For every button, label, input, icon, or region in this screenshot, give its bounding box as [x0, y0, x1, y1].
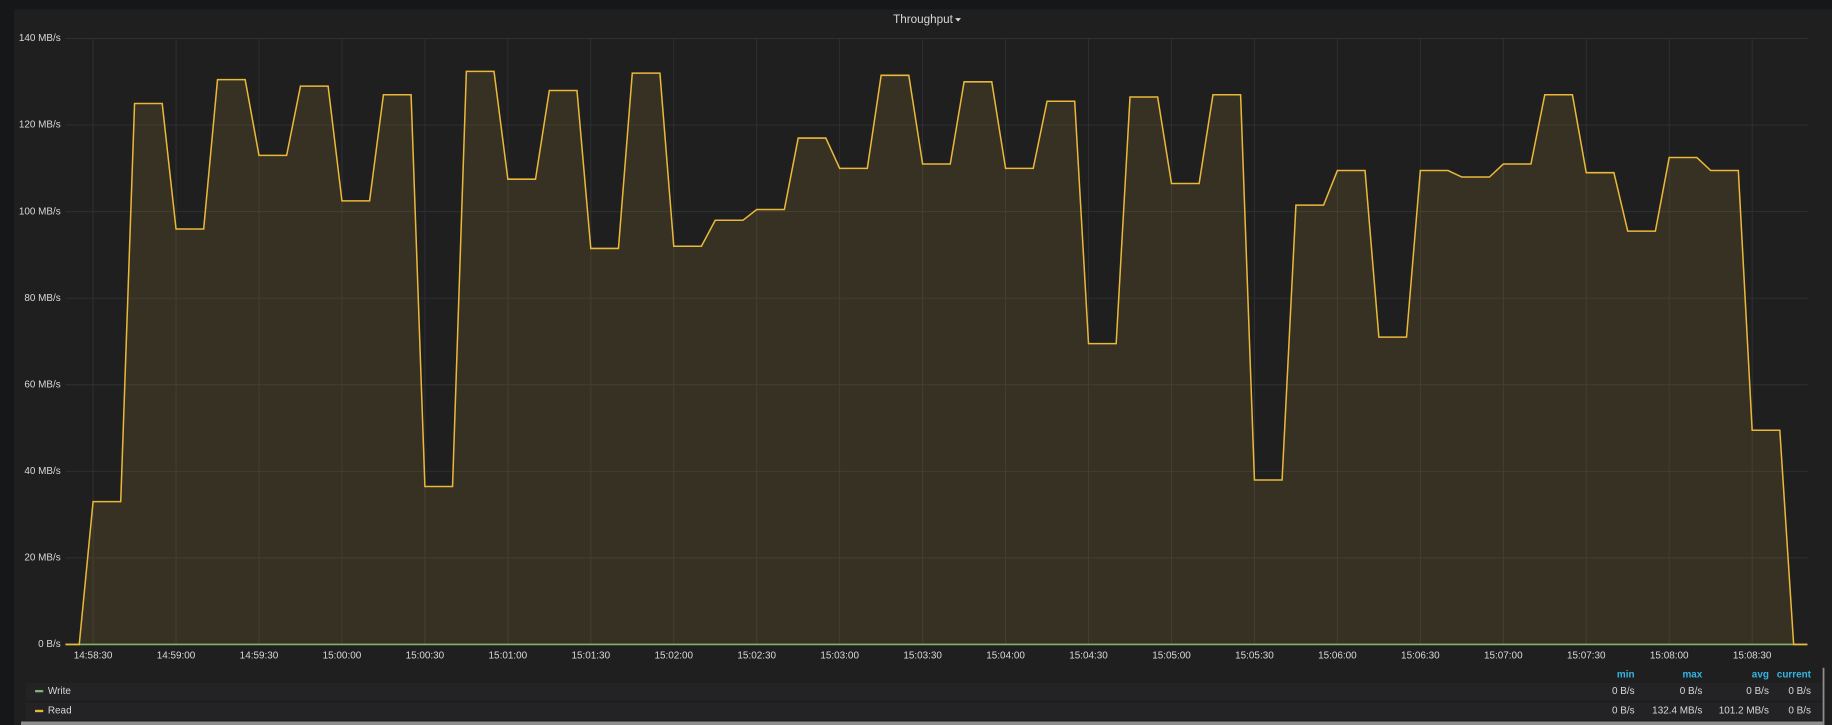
y-tick-label: 100 MB/s	[19, 206, 61, 217]
legend-entry[interactable]: Write	[48, 686, 71, 697]
title-caret[interactable]	[955, 18, 961, 22]
x-tick-label: 15:02:00	[654, 651, 693, 662]
x-tick-label: 15:00:00	[323, 651, 362, 662]
x-tick-label: 14:58:30	[74, 651, 113, 662]
legend-column-header: avg	[1752, 669, 1769, 680]
x-tick-label: 14:59:00	[157, 651, 196, 662]
y-tick-label: 140 MB/s	[19, 33, 61, 44]
y-tick-label: 40 MB/s	[24, 466, 60, 477]
legend-column-header: current	[1777, 669, 1812, 680]
scrollbar[interactable]	[21, 721, 1823, 725]
legend-stat: 101.2 MB/s	[1719, 706, 1769, 717]
legend-row-bg	[25, 702, 1823, 721]
y-tick-label: 0 B/s	[38, 639, 61, 650]
x-tick-label: 14:59:30	[240, 651, 279, 662]
panel-title[interactable]: Throughput	[893, 13, 953, 26]
x-tick-label: 15:08:00	[1650, 651, 1689, 662]
x-tick-label: 15:08:30	[1733, 651, 1772, 662]
x-tick-label: 15:02:30	[737, 651, 776, 662]
x-tick-label: 15:01:30	[572, 651, 611, 662]
legend-stat: 0 B/s	[1612, 686, 1635, 697]
legend-row-bg	[25, 682, 1823, 701]
area-fill	[65, 71, 1808, 645]
y-tick-label: 80 MB/s	[24, 293, 60, 304]
legend-stat: 132.4 MB/s	[1652, 706, 1702, 717]
legend-stat: 0 B/s	[1612, 706, 1635, 717]
x-tick-label: 15:04:00	[986, 651, 1025, 662]
legend-stat: 0 B/s	[1680, 686, 1703, 697]
scrollbar[interactable]	[1822, 667, 1825, 725]
x-tick-label: 15:01:00	[489, 651, 528, 662]
legend-column-header: min	[1617, 669, 1635, 680]
legend-swatch	[35, 689, 44, 693]
x-tick-label: 15:07:30	[1567, 651, 1606, 662]
x-tick-label: 15:04:30	[1069, 651, 1108, 662]
legend-column-header: max	[1682, 669, 1702, 680]
y-tick-label: 60 MB/s	[24, 379, 60, 390]
x-tick-label: 15:05:00	[1152, 651, 1191, 662]
legend-stat: 0 B/s	[1788, 706, 1811, 717]
y-tick-label: 20 MB/s	[24, 553, 60, 564]
series-line	[65, 70, 1808, 646]
legend-stat: 0 B/s	[1746, 686, 1769, 697]
y-tick-label: 120 MB/s	[19, 120, 61, 131]
x-tick-label: 15:05:30	[1235, 651, 1274, 662]
legend-swatch	[35, 709, 44, 713]
legend-entry[interactable]: Read	[48, 706, 72, 717]
x-tick-label: 15:00:30	[406, 651, 445, 662]
x-tick-label: 15:07:00	[1484, 651, 1523, 662]
x-tick-label: 15:03:30	[903, 651, 942, 662]
x-tick-label: 15:06:00	[1318, 651, 1357, 662]
x-tick-label: 15:06:30	[1401, 651, 1440, 662]
x-tick-label: 15:03:00	[820, 651, 859, 662]
legend-stat: 0 B/s	[1788, 686, 1811, 697]
